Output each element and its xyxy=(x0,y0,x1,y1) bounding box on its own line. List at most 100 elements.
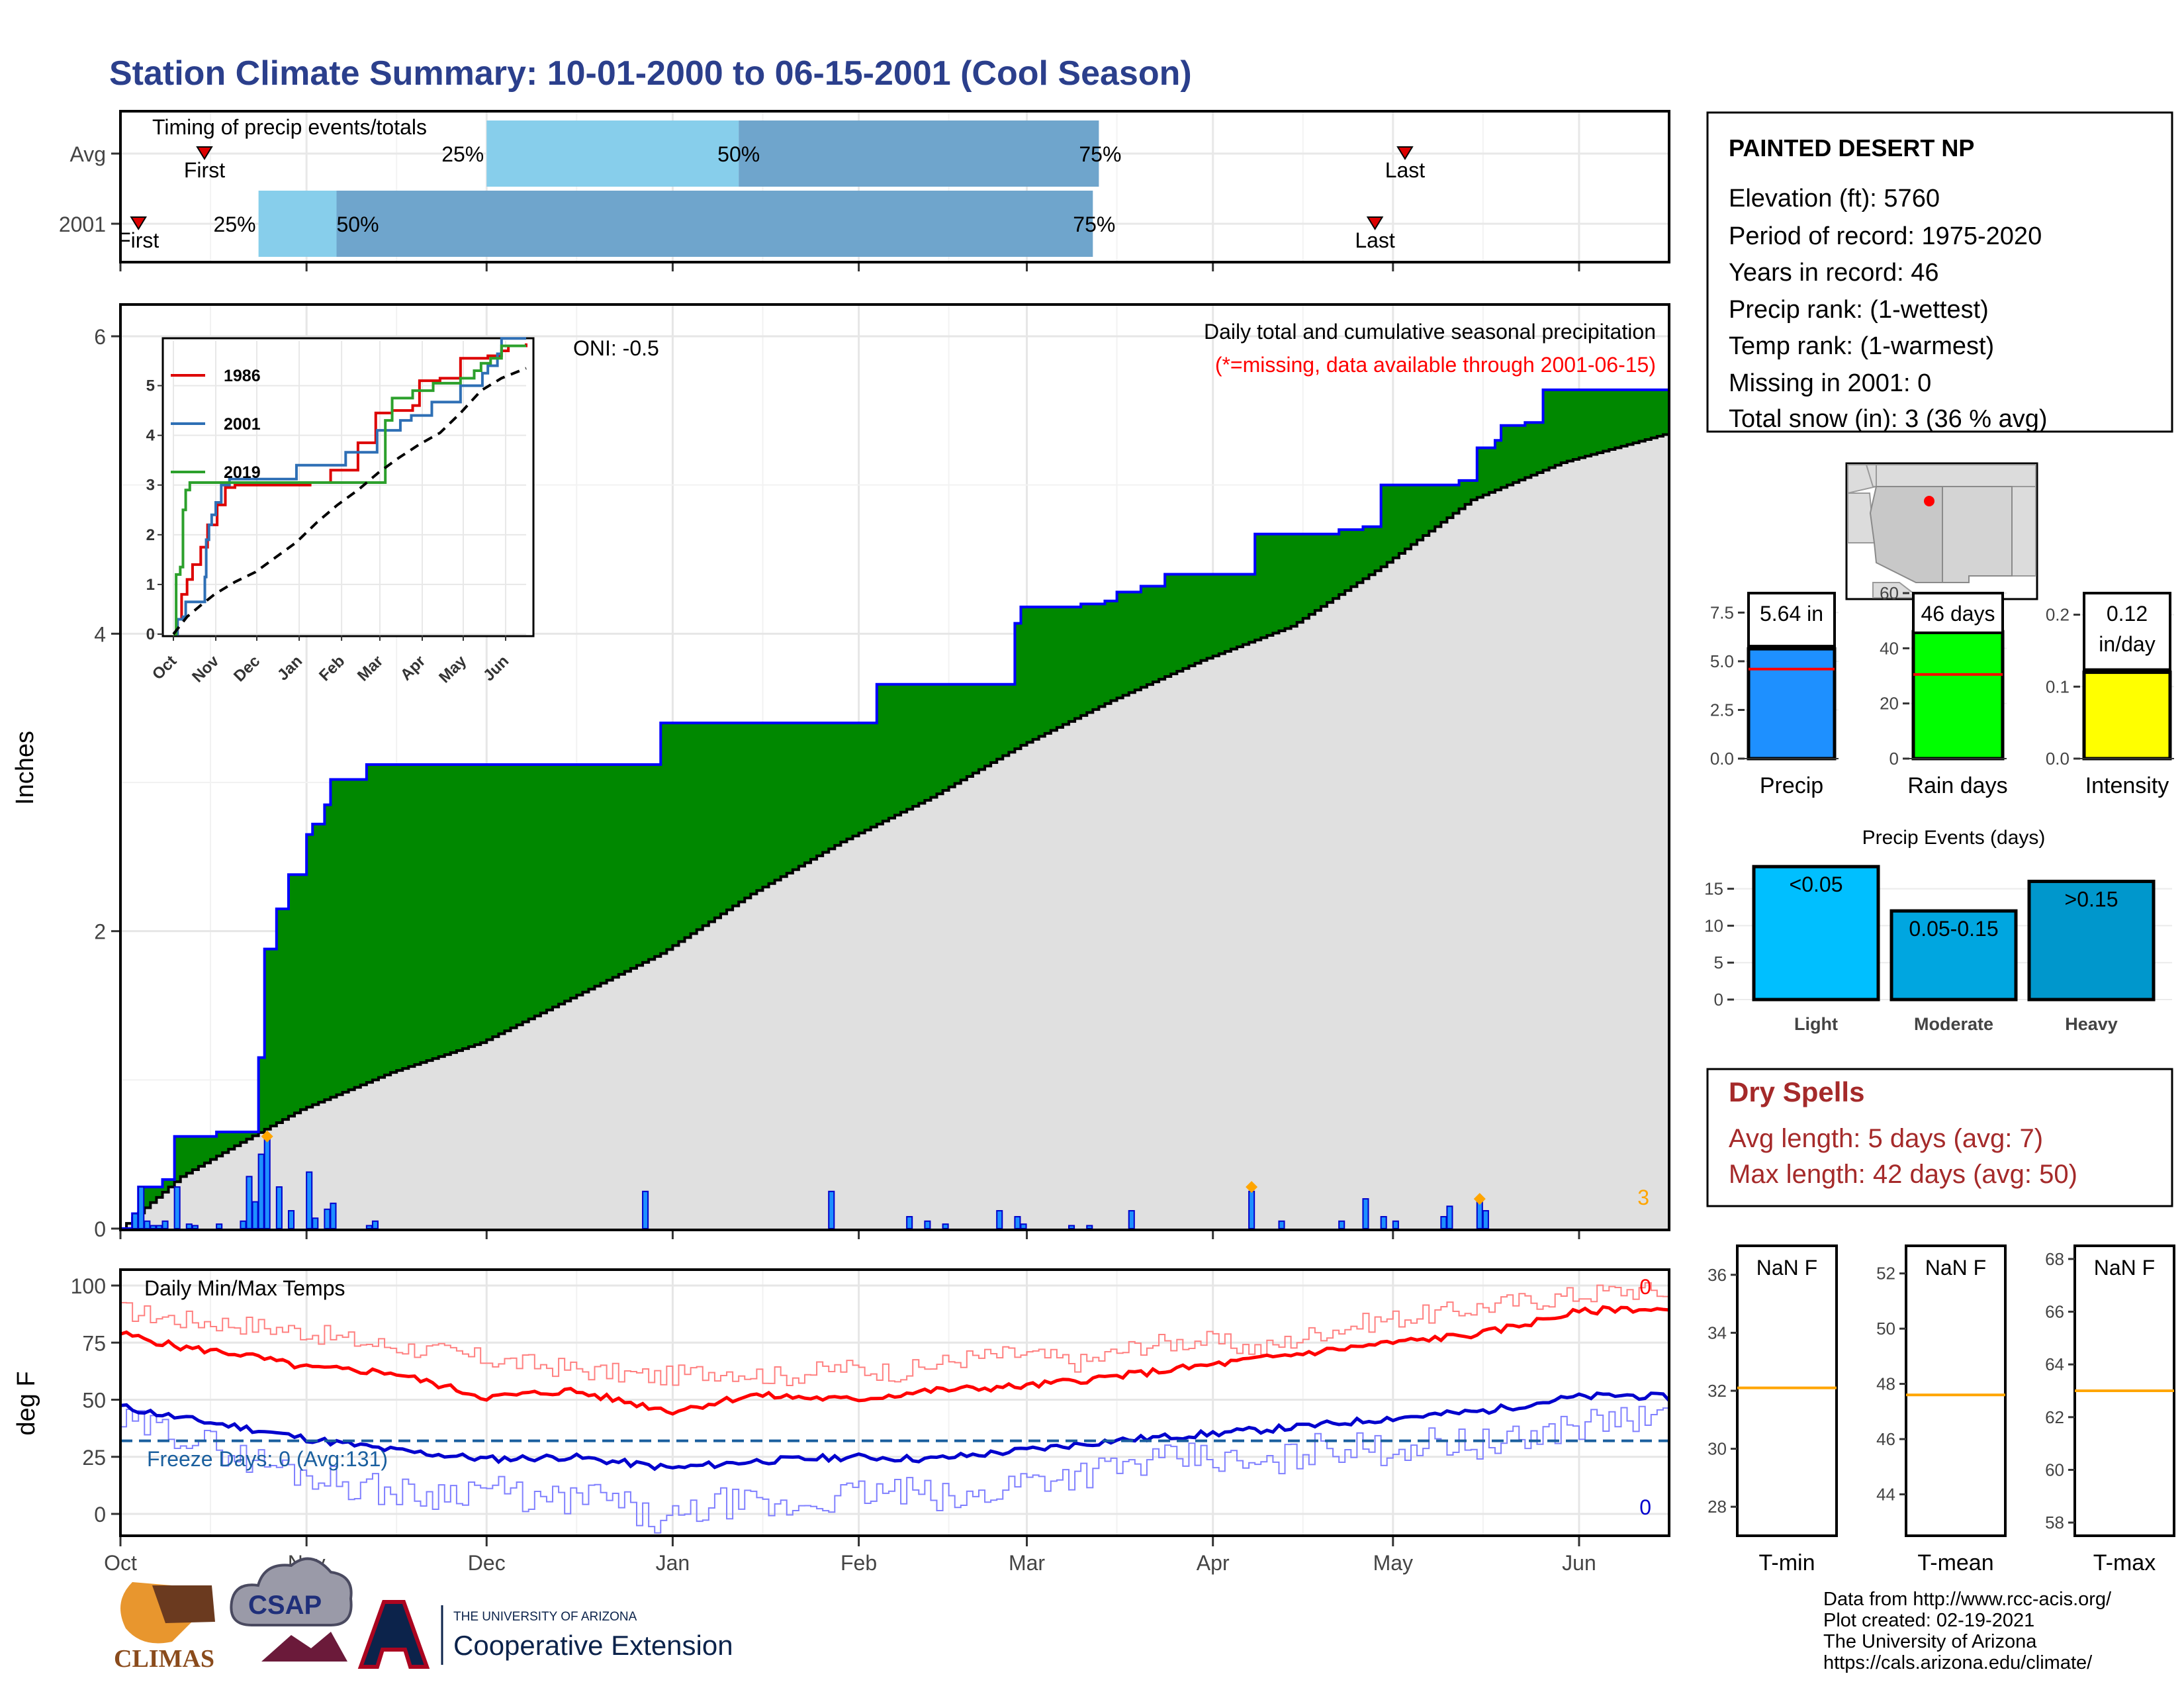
timing-row-label: Avg xyxy=(69,142,106,166)
inset-ytick-label: 0 xyxy=(146,626,155,643)
month-label: Jun xyxy=(1562,1551,1596,1575)
temperature-panel: 0 25 50 75 100 Daily Min/Max Temps deg F Fre… xyxy=(13,1268,1670,1575)
station-info-box: PAINTED DESERT NP Elevation (ft): 5760 P… xyxy=(1706,111,2173,433)
daily-precip-bar xyxy=(924,1220,931,1230)
inset-ytick-label: 4 xyxy=(146,427,156,445)
daily-precip-bar xyxy=(191,1225,199,1230)
dry-spells-max: Max length: 42 days (avg: 50) xyxy=(1729,1160,2077,1189)
snow-total-label: 3 xyxy=(1637,1186,1649,1209)
events-ytick-label: 15 xyxy=(1704,879,1723,899)
temp-summary-ytick-label: 30 xyxy=(1707,1439,1727,1459)
summary-ytick-label: 20 xyxy=(1880,694,1899,714)
daily-precip-bar xyxy=(330,1202,337,1229)
credit-line-1: Data from http://www.rcc-acis.org/ xyxy=(1823,1589,2112,1610)
csap-cloud-icon xyxy=(230,1557,353,1626)
event-category-label: Light xyxy=(1794,1014,1838,1034)
precip-ytick-label: 4 xyxy=(94,622,106,646)
event-range-label: >0.15 xyxy=(2065,887,2118,911)
daily-precip-bar xyxy=(1086,1225,1093,1230)
timing-last-label: Last xyxy=(1355,228,1395,252)
timing-last-marker xyxy=(1366,216,1384,230)
temp-summary-ytick-label: 44 xyxy=(1876,1484,1895,1504)
summary-value-label: 5.64 in xyxy=(1760,602,1823,626)
temperature-summary-panels: 28 30 32 34 36 NaN F T-min 44 46 48 50 52 NaN F T-mea… xyxy=(1707,1244,2175,1575)
summary-bar-0 xyxy=(1747,647,1837,761)
daily-precip-bar xyxy=(306,1171,313,1230)
station-location-dot xyxy=(1924,496,1934,506)
daily-precip-bar xyxy=(263,1135,271,1229)
temps-label: Daily Min/Max Temps xyxy=(144,1276,345,1300)
daily-precip-bar xyxy=(1248,1190,1255,1230)
temp-summary-ytick-label: 32 xyxy=(1707,1381,1727,1401)
daily-precip-bar xyxy=(1068,1225,1075,1230)
tmin-count-label: 0 xyxy=(1639,1495,1651,1519)
daily-precip-bar xyxy=(251,1201,259,1230)
inset-legend-label: 2001 xyxy=(224,415,261,434)
daily-precip-bar xyxy=(1446,1205,1453,1230)
inset-xtick-label: Jun xyxy=(480,652,512,684)
summary-ytick-label: 0.1 xyxy=(2046,677,2070,696)
cumulative-inset: Oct Nov Dec Jan Feb Mar Apr May Jun 0 1 2 3 4 5 1986 200… xyxy=(146,337,535,687)
daily-precip-bar xyxy=(312,1217,319,1229)
event-bar-heavy xyxy=(2027,879,2156,1002)
daily-precip-bar xyxy=(1362,1198,1369,1229)
event-bar-moderate xyxy=(1889,909,2018,1002)
temp-summary-frame xyxy=(1736,1244,1838,1537)
inset-ytick-label: 5 xyxy=(146,377,155,395)
temp-summary-ytick-label: 34 xyxy=(1707,1323,1727,1342)
info-line-elevation: Elevation (ft): 5760 xyxy=(1729,185,1940,212)
precip-panel-frame xyxy=(119,303,1670,1231)
daily-precip-bar xyxy=(257,1153,265,1229)
daily-precip-bar xyxy=(942,1223,949,1230)
precip-ytick-label: 0 xyxy=(94,1217,106,1241)
daily-precip-bar xyxy=(1014,1216,1021,1229)
csap-mountain-icon xyxy=(261,1632,347,1662)
daily-precip-bar xyxy=(144,1220,151,1230)
precip-panel: 0 2 4 6 Inches Daily total and cumulative s… xyxy=(11,303,1670,1241)
temp-ytick-label: 100 xyxy=(71,1274,106,1298)
event-range-label: <0.05 xyxy=(1790,872,1843,896)
inset-legend-label: 1986 xyxy=(224,367,261,385)
inset-legend-label: 2019 xyxy=(224,463,261,482)
event-range-label: 0.05-0.15 xyxy=(1909,917,1998,941)
summary-ytick-label: 0.0 xyxy=(2046,749,2070,769)
info-line-precip-rank: Precip rank: (1-wettest) xyxy=(1729,296,1989,324)
precip-ylabel: Inches xyxy=(11,731,39,805)
daily-precip-bar xyxy=(173,1186,181,1230)
timing-p50-label: 50% xyxy=(337,212,379,236)
daily-precip-bar xyxy=(1020,1223,1027,1230)
summary-bar-label: Rain days xyxy=(1907,773,2007,798)
inset-xtick-label: Dec xyxy=(230,652,263,685)
timing-first-label: First xyxy=(184,158,225,182)
temp-summary-ytick-label: 36 xyxy=(1707,1265,1727,1285)
temp-ytick-label: 50 xyxy=(82,1389,106,1413)
summary-ytick-label: 40 xyxy=(1880,638,1899,658)
temp-summary-ytick-label: 52 xyxy=(1876,1264,1895,1284)
info-line-period: Period of record: 1975-2020 xyxy=(1729,222,2042,250)
average-tmin-line xyxy=(120,1391,1670,1472)
daily-precip-bar xyxy=(275,1186,283,1230)
temp-summary-ytick-label: 48 xyxy=(1876,1374,1895,1394)
precip-ytick-label: 2 xyxy=(94,920,106,944)
inset-xtick-label: May xyxy=(435,652,471,687)
summary-bar-label: Precip xyxy=(1760,773,1823,798)
inset-xtick-label: Apr xyxy=(397,652,429,684)
ua-small-text: THE UNIVERSITY OF ARIZONA xyxy=(453,1610,637,1624)
credit-line-4: https://cals.arizona.edu/climate/ xyxy=(1823,1652,2093,1673)
ua-block-a-icon xyxy=(357,1600,430,1669)
average-cumulative-line xyxy=(120,433,1670,1230)
timing-p25-label: 25% xyxy=(214,212,256,236)
daily-precip-bar xyxy=(1482,1210,1489,1230)
daily-precip-bar xyxy=(138,1186,145,1230)
month-label: Oct xyxy=(104,1551,137,1575)
summary-value-label: 46 days xyxy=(1921,602,1995,626)
inset-xtick-label: Oct xyxy=(149,652,180,683)
summary-ytick-label: 2.5 xyxy=(1710,700,1734,720)
summary-value-box xyxy=(1912,592,2004,634)
temps-ylabel: deg F xyxy=(13,1371,40,1435)
dry-spells-box: Dry Spells Avg length: 5 days (avg: 7) M… xyxy=(1706,1068,2173,1207)
temp-summary-ytick-label: 50 xyxy=(1876,1319,1895,1338)
summary-bar-2 xyxy=(2082,671,2172,761)
temp-summary-ytick-label: 62 xyxy=(2045,1407,2064,1427)
